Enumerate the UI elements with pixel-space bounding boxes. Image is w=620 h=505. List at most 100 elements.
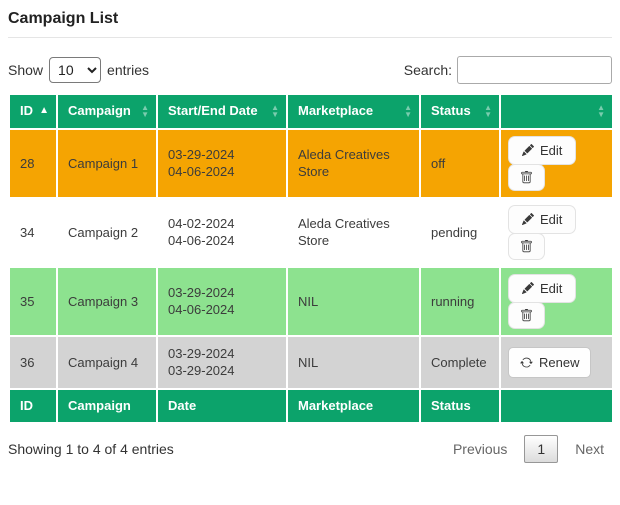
table-footer-row: ID Campaign Date Marketplace Status bbox=[8, 387, 614, 424]
cell-campaign: Campaign 2 bbox=[56, 196, 158, 268]
footer-header: ID bbox=[8, 387, 58, 424]
cell-marketplace: Aleda Creatives Store bbox=[286, 196, 421, 268]
column-header-label: Campaign bbox=[68, 103, 131, 118]
start-date: 04-02-2024 bbox=[168, 215, 235, 231]
column-header-label: Status bbox=[431, 103, 471, 118]
start-date: 03-29-2024 bbox=[168, 345, 235, 361]
pagination-previous[interactable]: Previous bbox=[452, 440, 508, 457]
page-length-control: Show 10 entries bbox=[8, 57, 149, 83]
edit-button[interactable]: Edit bbox=[508, 204, 577, 234]
search-input[interactable] bbox=[457, 56, 612, 84]
pagination: Previous 1 Next bbox=[445, 434, 612, 463]
cell-dates: 03-29-2024 04-06-2024 bbox=[156, 127, 288, 199]
entries-label: entries bbox=[107, 62, 150, 78]
cell-actions: Edit bbox=[499, 196, 614, 268]
table-row-35: 35 Campaign 3 03-29-2024 04-06-2024 NIL runni… bbox=[8, 265, 614, 337]
pencil-icon bbox=[522, 144, 534, 157]
table-bottom-bar: Showing 1 to 4 of 4 entries Previous 1 N… bbox=[8, 434, 612, 463]
cell-campaign: Campaign 4 bbox=[56, 334, 158, 390]
cell-id: 35 bbox=[8, 265, 58, 337]
cell-dates: 03-29-2024 03-29-2024 bbox=[156, 334, 288, 390]
end-date: 03-29-2024 bbox=[168, 363, 235, 379]
cell-status: running bbox=[419, 265, 501, 337]
edit-button-label: Edit bbox=[540, 280, 563, 296]
cell-campaign: Campaign 1 bbox=[56, 127, 158, 199]
pencil-icon bbox=[522, 213, 534, 226]
trash-icon bbox=[520, 239, 533, 253]
column-header-label: Start/End Date bbox=[168, 103, 258, 118]
cell-status: pending bbox=[419, 196, 501, 268]
delete-button[interactable] bbox=[508, 301, 545, 329]
table-row-34: 34 Campaign 2 04-02-2024 04-06-2024 Aleda Cr… bbox=[8, 196, 614, 268]
cell-marketplace: Aleda Creatives Store bbox=[286, 127, 421, 199]
cell-status: off bbox=[419, 127, 501, 199]
pagination-page-1[interactable]: 1 bbox=[524, 434, 559, 463]
footer-header: Status bbox=[419, 387, 501, 424]
title-divider bbox=[8, 37, 612, 38]
sort-asc-icon: ▲ bbox=[39, 105, 49, 117]
cell-actions: Renew bbox=[499, 334, 614, 390]
end-date: 04-06-2024 bbox=[168, 302, 235, 318]
table-info: Showing 1 to 4 of 4 entries bbox=[8, 440, 174, 457]
column-header-label: Marketplace bbox=[298, 103, 374, 118]
action-buttons: Edit bbox=[508, 204, 608, 260]
footer-header: Campaign bbox=[56, 387, 158, 424]
column-header-status[interactable]: Status ▲ ▼ bbox=[419, 93, 501, 130]
action-buttons: Renew bbox=[508, 346, 608, 378]
column-header-campaign[interactable]: Campaign ▲ ▼ bbox=[56, 93, 158, 130]
trash-icon bbox=[520, 308, 533, 322]
footer-header: Date bbox=[156, 387, 288, 424]
column-header-label: ID bbox=[20, 103, 33, 118]
cell-id: 36 bbox=[8, 334, 58, 390]
page-title: Campaign List bbox=[8, 10, 119, 27]
footer-header bbox=[499, 387, 614, 424]
sort-both-icon: ▲ ▼ bbox=[484, 103, 492, 120]
cell-actions: Edit bbox=[499, 265, 614, 337]
start-date: 03-29-2024 bbox=[168, 146, 235, 162]
end-date: 04-06-2024 bbox=[168, 233, 235, 249]
column-header-marketplace[interactable]: Marketplace ▲ ▼ bbox=[286, 93, 421, 130]
cell-marketplace: NIL bbox=[286, 265, 421, 337]
end-date: 04-06-2024 bbox=[168, 164, 235, 180]
footer-header: Marketplace bbox=[286, 387, 421, 424]
cell-campaign: Campaign 3 bbox=[56, 265, 158, 337]
delete-button[interactable] bbox=[508, 232, 545, 260]
action-buttons: Edit bbox=[508, 135, 608, 191]
renew-button[interactable]: Renew bbox=[508, 346, 592, 378]
cell-id: 34 bbox=[8, 196, 58, 268]
column-header-date[interactable]: Start/End Date ▲ ▼ bbox=[156, 93, 288, 130]
campaign-table: ID ▲ Campaign ▲ ▼ Start/End Date ▲ ▼ Marketplace… bbox=[8, 93, 614, 424]
trash-icon bbox=[520, 170, 533, 184]
column-header-id[interactable]: ID ▲ bbox=[8, 93, 58, 130]
cell-marketplace: NIL bbox=[286, 334, 421, 390]
pencil-icon bbox=[522, 282, 534, 295]
start-date: 03-29-2024 bbox=[168, 284, 235, 300]
sort-both-icon: ▲ ▼ bbox=[597, 103, 605, 120]
cell-id: 28 bbox=[8, 127, 58, 199]
search-control: Search: bbox=[404, 56, 612, 84]
cell-actions: Edit bbox=[499, 127, 614, 199]
show-label: Show bbox=[8, 62, 44, 78]
sort-both-icon: ▲ ▼ bbox=[271, 103, 279, 120]
refresh-icon bbox=[520, 356, 533, 369]
action-buttons: Edit bbox=[508, 273, 608, 329]
cell-dates: 04-02-2024 04-06-2024 bbox=[156, 196, 288, 268]
edit-button[interactable]: Edit bbox=[508, 273, 577, 303]
edit-button[interactable]: Edit bbox=[508, 135, 577, 165]
table-row-28: 28 Campaign 1 03-29-2024 04-06-2024 Aleda Cr… bbox=[8, 127, 614, 199]
table-controls: Show 10 entries Search: bbox=[8, 56, 612, 84]
table-body: 28 Campaign 1 03-29-2024 04-06-2024 Aleda Cr… bbox=[8, 127, 614, 390]
cell-status: Complete bbox=[419, 334, 501, 390]
cell-dates: 03-29-2024 04-06-2024 bbox=[156, 265, 288, 337]
renew-button-label: Renew bbox=[539, 354, 580, 370]
sort-both-icon: ▲ ▼ bbox=[404, 103, 412, 120]
table-header-row: ID ▲ Campaign ▲ ▼ Start/End Date ▲ ▼ Marketplace… bbox=[8, 93, 614, 130]
column-header-actions[interactable]: ▲ ▼ bbox=[499, 93, 614, 130]
sort-both-icon: ▲ ▼ bbox=[141, 103, 149, 120]
delete-button[interactable] bbox=[508, 163, 545, 191]
entries-select[interactable]: 10 bbox=[49, 57, 102, 83]
table-row-36: 36 Campaign 4 03-29-2024 03-29-2024 NIL Compl… bbox=[8, 334, 614, 390]
pagination-next[interactable]: Next bbox=[575, 440, 604, 457]
edit-button-label: Edit bbox=[540, 142, 563, 158]
